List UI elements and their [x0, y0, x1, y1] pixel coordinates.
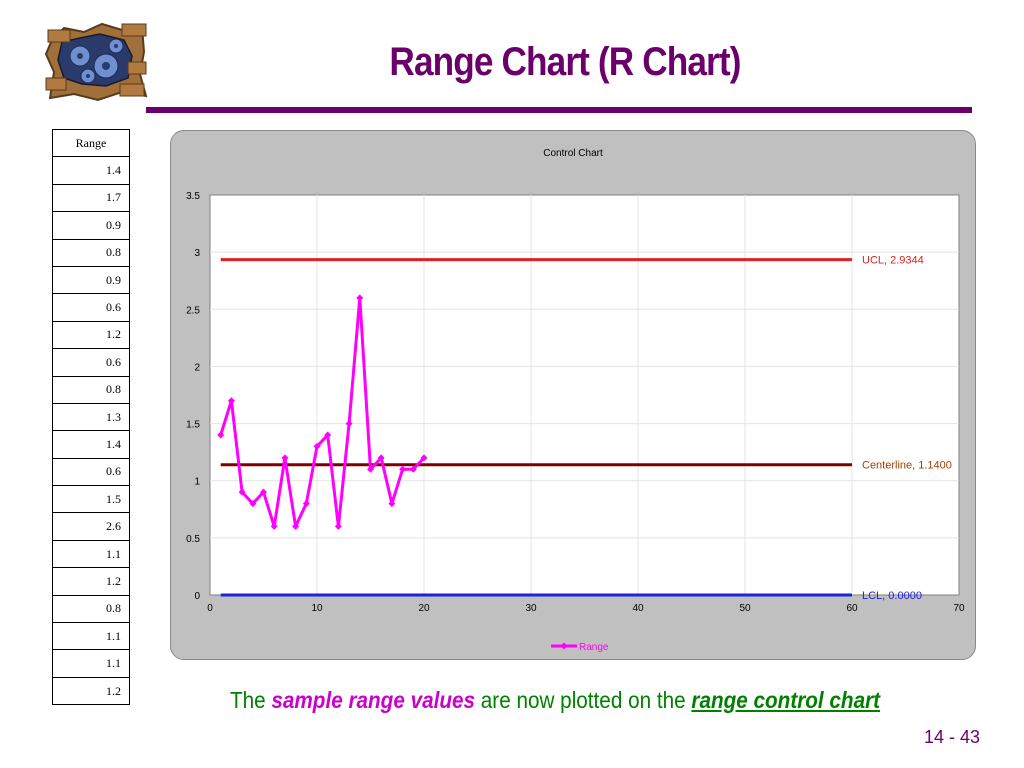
control-limit-label: Centerline, 1.1400 [862, 460, 952, 472]
range-value-cell: 0.8 [52, 375, 130, 404]
chart-title: Control Chart [543, 148, 603, 159]
table-row: 2.6 [52, 512, 130, 541]
y-tick-label: 2 [194, 362, 200, 373]
range-data-point [399, 465, 407, 473]
logo-gears-image [44, 22, 148, 102]
x-tick-label: 20 [418, 603, 430, 614]
table-row: 0.6 [52, 348, 130, 377]
range-value-cell: 1.3 [52, 402, 130, 432]
range-value-cell: 0.9 [52, 211, 130, 240]
slide-caption: The sample range values are now plotted … [56, 687, 1024, 714]
range-data-point [238, 488, 246, 496]
table-row: 0.8 [52, 375, 130, 404]
range-value-cell: 0.8 [52, 238, 130, 267]
range-data-point [356, 294, 364, 302]
range-data-point [292, 522, 300, 530]
table-row: 1.2 [52, 567, 130, 596]
x-tick-label: 70 [953, 603, 965, 614]
range-value-cell: 0.6 [52, 457, 130, 487]
range-value-cell: 1.2 [52, 567, 130, 596]
range-value-cell: 0.6 [52, 348, 130, 377]
range-data-point [367, 465, 374, 473]
range-value-cell: 1.7 [52, 183, 130, 213]
table-row: 1.4 [52, 430, 130, 459]
table-row: 0.6 [52, 457, 130, 487]
table-row: 1.1 [52, 622, 130, 651]
x-tick-label: 0 [207, 603, 213, 614]
range-data-point [420, 454, 428, 462]
y-tick-label: 1.5 [186, 420, 200, 431]
range-value-cell: 1.1 [52, 622, 130, 651]
legend-label: Range [579, 642, 609, 653]
range-value-cell: 0.6 [52, 293, 130, 322]
range-data-point [302, 500, 310, 508]
range-value-cell: 2.6 [52, 512, 130, 541]
slide-title: Range Chart (R Chart) [389, 40, 741, 84]
range-value-cell: 0.9 [52, 265, 130, 295]
caption-emphasis-1: sample range values [271, 687, 476, 713]
range-value-cell: 1.1 [52, 649, 130, 678]
y-tick-label: 2.5 [186, 305, 200, 316]
range-value-cell: 1.2 [52, 320, 130, 350]
range-series-line [219, 296, 426, 528]
range-table-body: 1.4 1.7 0.9 0.8 0.9 0.6 1.2 0.6 0.8 1.3 1.4 0.6 1.5 2… [52, 156, 130, 706]
range-data-point [260, 488, 267, 496]
y-tick-label: 0 [194, 591, 200, 602]
range-data-point [409, 465, 417, 473]
legend-swatch-marker [560, 642, 568, 650]
plot-area [209, 194, 960, 596]
x-tick-label: 30 [525, 603, 537, 614]
x-tick-label: 10 [311, 603, 323, 614]
y-tick-label: 0.5 [186, 534, 200, 545]
table-row: 1.3 [52, 402, 130, 432]
caption-text-1: The [229, 687, 266, 713]
table-row: 0.9 [52, 265, 130, 295]
title-divider [146, 107, 972, 113]
x-tick-label: 40 [632, 603, 644, 614]
range-value-cell: 1.2 [52, 676, 130, 706]
control-limit-label: LCL, 0.0000 [862, 590, 922, 602]
table-row: 1.5 [52, 485, 130, 514]
range-data-point [388, 500, 396, 508]
control-chart: Control Chart 0 10 20 30 40 50 60 70 0 0.5 1 1.5 2 2.5… [186, 148, 965, 653]
range-data-point [313, 442, 321, 450]
table-row: 0.8 [52, 594, 130, 624]
y-tick-label: 3.5 [186, 191, 200, 202]
range-data-point [270, 522, 278, 530]
table-row: 0.9 [52, 211, 130, 240]
range-values-table: Range 1.4 1.7 0.9 0.8 0.9 0.6 1.2 0.6 0.8 1.3 1.4 0… [52, 128, 130, 706]
table-row: 1.4 [52, 156, 130, 185]
x-tick-label: 50 [739, 603, 751, 614]
x-tick-label: 60 [846, 603, 858, 614]
range-data-point [249, 500, 257, 508]
range-value-cell: 1.5 [52, 485, 130, 514]
range-data-point [324, 431, 332, 439]
table-row: 0.8 [52, 238, 130, 267]
range-data-point [227, 397, 235, 405]
range-value-cell: 0.8 [52, 594, 130, 624]
range-data-point [345, 420, 353, 428]
table-row: 1.7 [52, 183, 130, 213]
y-tick-label: 3 [194, 248, 200, 259]
page-number: 14 - 43 [923, 727, 980, 747]
caption-emphasis-2: range control chart [691, 687, 881, 713]
range-data-point [217, 431, 225, 439]
range-data-point [334, 522, 342, 530]
table-row: 1.1 [52, 539, 130, 569]
control-limit-label: UCL, 2.9344 [862, 255, 924, 267]
range-table-header: Range [52, 128, 130, 158]
range-value-cell: 1.4 [52, 430, 130, 459]
control-chart-panel: Control Chart 0 10 20 30 40 50 60 70 0 0.5 1 1.5 2 2.5… [170, 130, 976, 660]
range-value-cell: 1.4 [52, 156, 130, 185]
table-row: 1.2 [52, 320, 130, 350]
range-data-point [281, 454, 289, 462]
range-value-cell: 1.1 [52, 539, 130, 569]
table-row: 1.1 [52, 649, 130, 678]
table-row: 0.6 [52, 293, 130, 322]
table-row: 1.2 [52, 676, 130, 706]
range-data-point [377, 454, 385, 462]
y-tick-label: 1 [194, 477, 200, 488]
caption-text-2: are now plotted on the [480, 687, 686, 713]
